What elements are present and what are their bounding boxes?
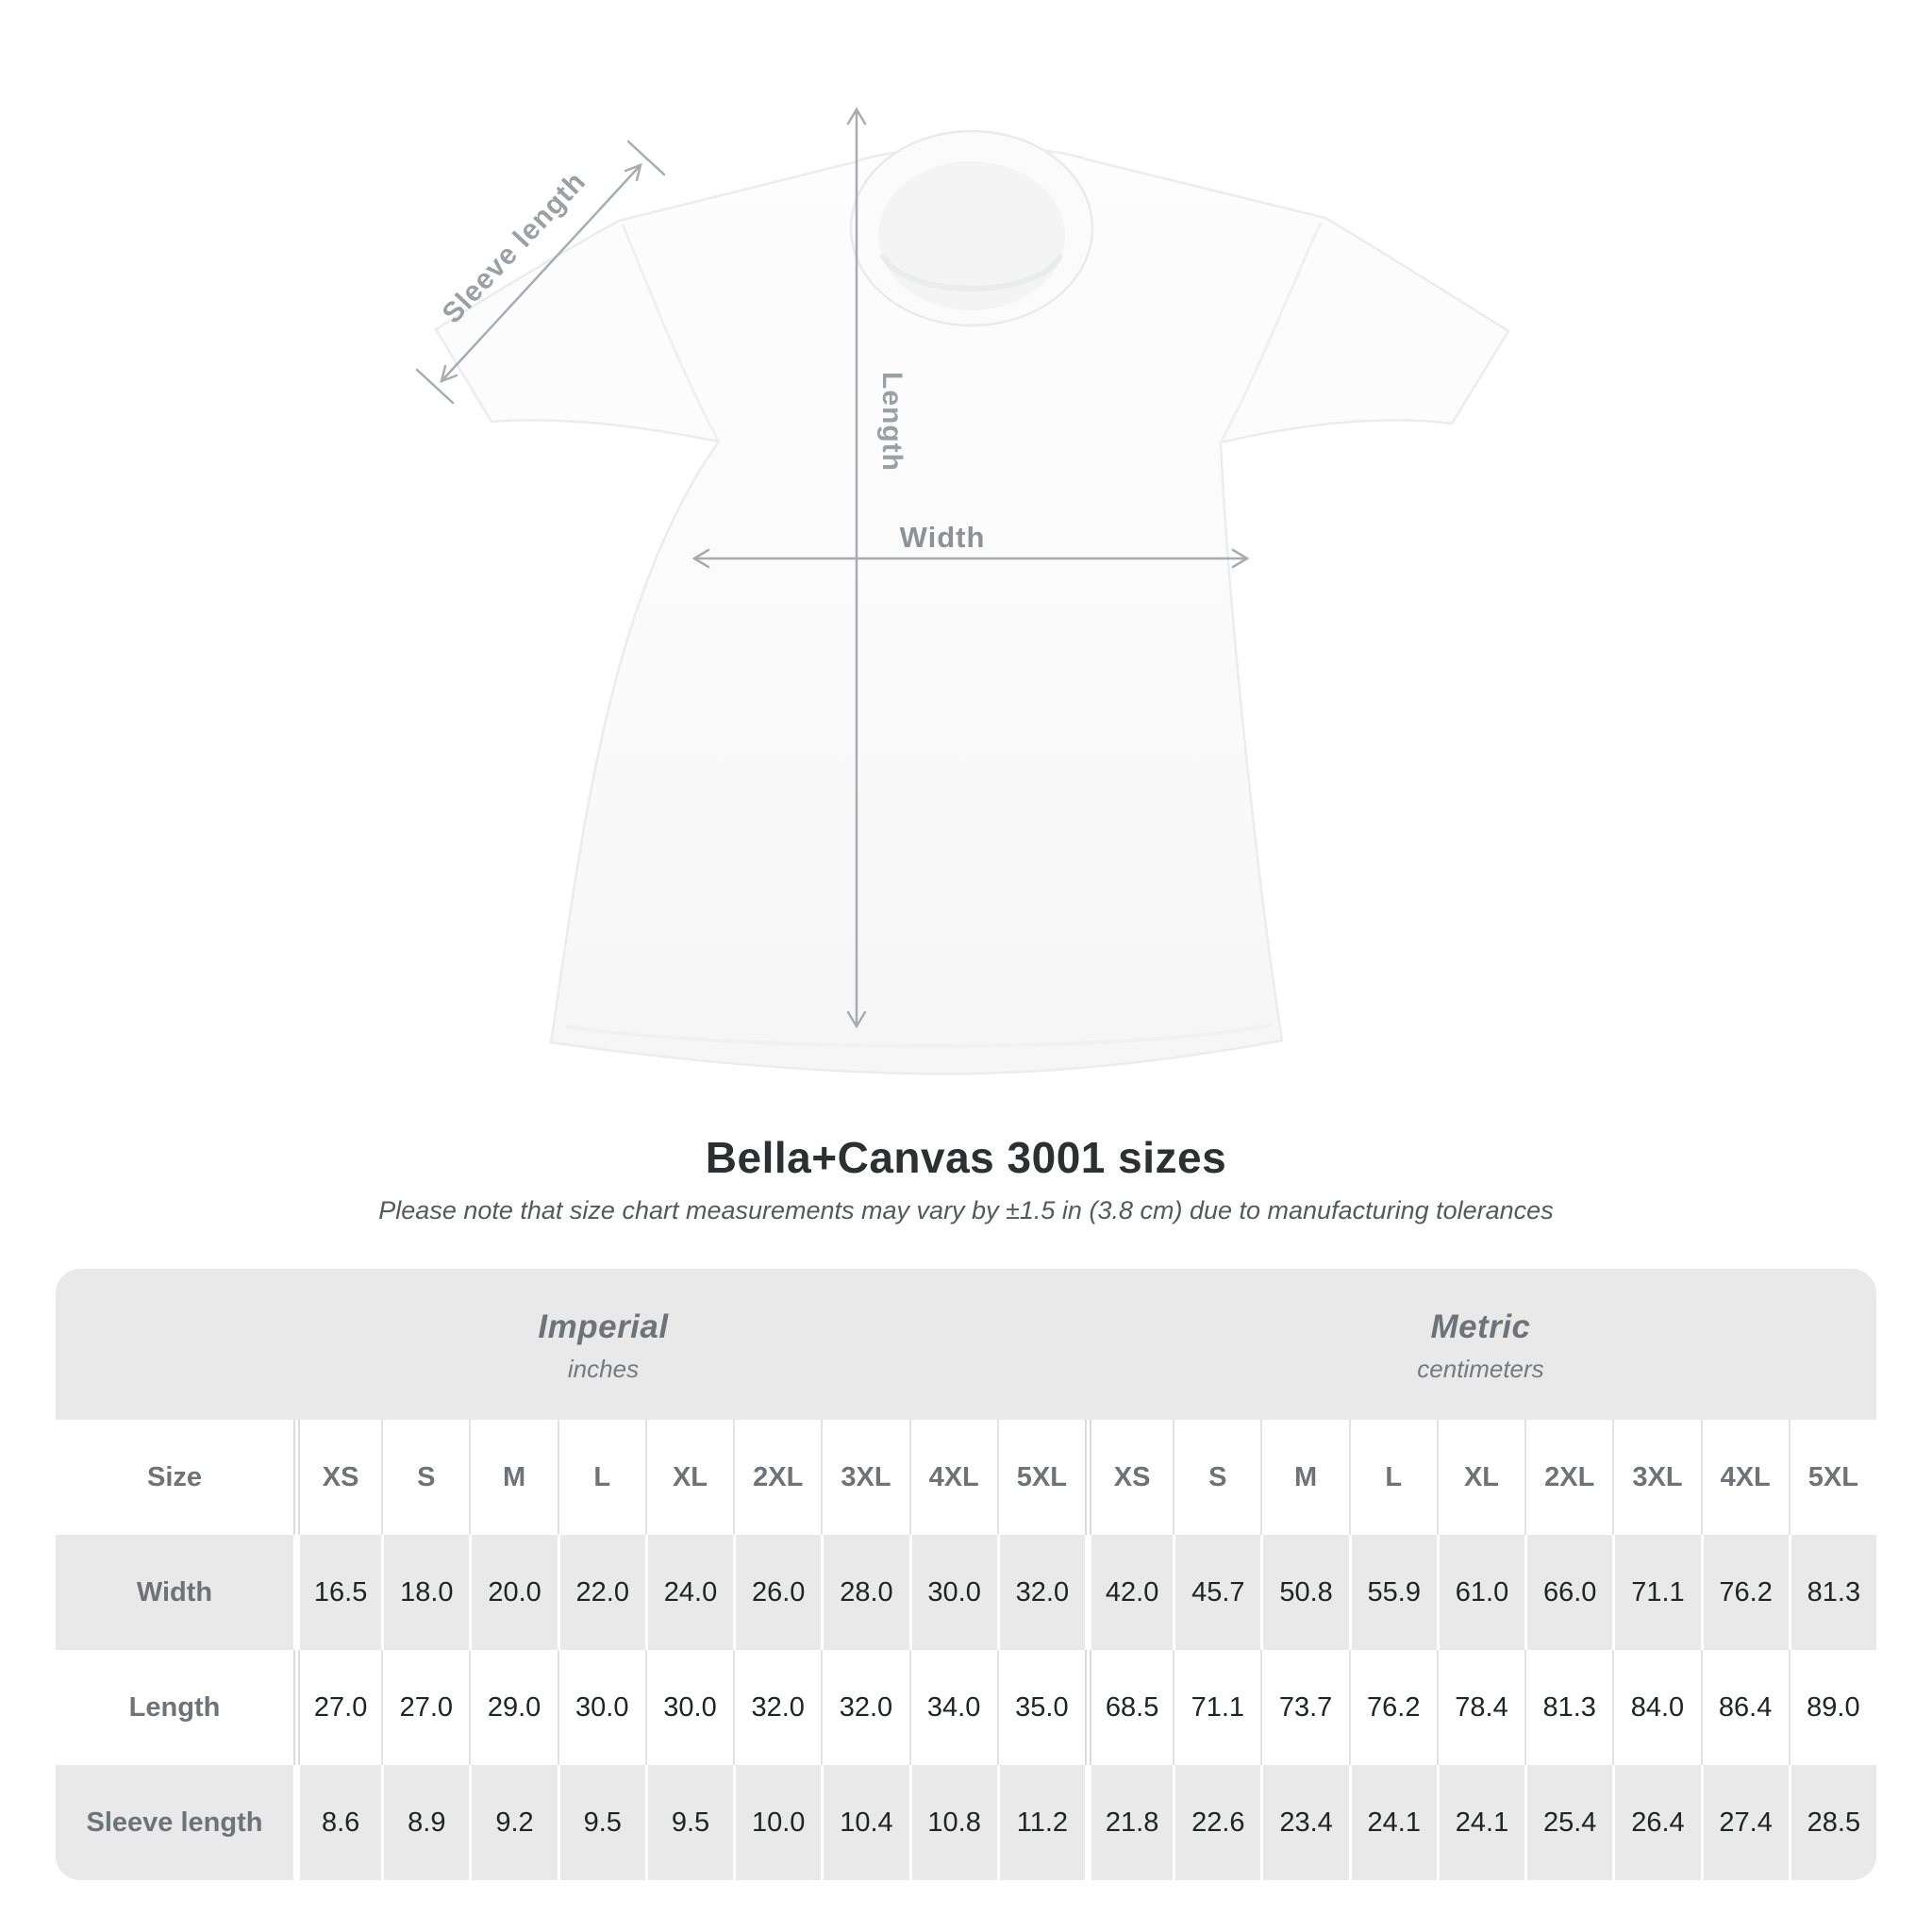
value-cell: 16.5 xyxy=(293,1535,382,1650)
value-cell: 76.2 xyxy=(1348,1650,1437,1765)
tshirt-graphic xyxy=(434,129,1510,1075)
size-col-header: M xyxy=(1260,1420,1349,1535)
size-col-header: L xyxy=(1348,1420,1437,1535)
size-col-header: 3XL xyxy=(821,1420,909,1535)
value-cell: 22.0 xyxy=(557,1535,645,1650)
value-cell: 24.0 xyxy=(644,1535,734,1650)
tshirt-diagram: Length Width Sleeve length xyxy=(415,107,1510,1075)
size-col-header: S xyxy=(381,1420,470,1535)
collar xyxy=(849,129,1094,327)
value-cell: 30.0 xyxy=(644,1650,734,1765)
value-cell: 10.8 xyxy=(908,1765,997,1880)
value-cell: 45.7 xyxy=(1173,1535,1261,1650)
row-label: Width xyxy=(56,1535,293,1650)
group-name-imperial: Imperial xyxy=(538,1308,669,1345)
value-cell: 89.0 xyxy=(1788,1650,1876,1765)
size-col-header: XL xyxy=(1436,1420,1525,1535)
row-label: Length xyxy=(56,1650,293,1765)
value-cell: 18.0 xyxy=(381,1535,470,1650)
length-arrow xyxy=(846,107,867,1029)
value-cell: 71.1 xyxy=(1612,1535,1701,1650)
value-cell: 22.6 xyxy=(1173,1765,1261,1880)
value-cell: 32.0 xyxy=(733,1650,822,1765)
size-col-header: 2XL xyxy=(1524,1420,1613,1535)
value-cell: 55.9 xyxy=(1348,1535,1437,1650)
value-cell: 86.4 xyxy=(1700,1650,1789,1765)
length-label: Length xyxy=(876,372,908,472)
value-cell: 81.3 xyxy=(1524,1650,1613,1765)
value-cell: 27.0 xyxy=(381,1650,470,1765)
group-name-metric: Metric xyxy=(1430,1308,1531,1345)
value-cell: 24.1 xyxy=(1436,1765,1525,1880)
tolerance-note: Please note that size chart measurements… xyxy=(378,1196,1554,1224)
value-cell: 35.0 xyxy=(996,1650,1085,1765)
value-cell: 26.4 xyxy=(1612,1765,1701,1880)
size-col-header: 3XL xyxy=(1612,1420,1701,1535)
width-label: Width xyxy=(900,521,986,554)
value-cell: 34.0 xyxy=(908,1650,997,1765)
value-cell: 28.5 xyxy=(1788,1765,1876,1880)
size-col-header: S xyxy=(1173,1420,1261,1535)
value-cell: 27.4 xyxy=(1700,1765,1789,1880)
value-cell: 23.4 xyxy=(1260,1765,1349,1880)
value-cell: 9.5 xyxy=(644,1765,734,1880)
value-cell: 10.4 xyxy=(821,1765,909,1880)
value-cell: 25.4 xyxy=(1524,1765,1613,1880)
group-unit-metric: centimeters xyxy=(1417,1355,1544,1383)
value-cell: 24.1 xyxy=(1348,1765,1437,1880)
size-col-header: 5XL xyxy=(1788,1420,1876,1535)
size-col-header: 2XL xyxy=(733,1420,822,1535)
size-col-header: L xyxy=(557,1420,645,1535)
value-cell: 78.4 xyxy=(1436,1650,1525,1765)
row-label: Sleeve length xyxy=(56,1765,293,1880)
value-cell: 32.0 xyxy=(996,1535,1085,1650)
size-col-header: 4XL xyxy=(908,1420,997,1535)
size-col-header: M xyxy=(469,1420,558,1535)
value-cell: 11.2 xyxy=(996,1765,1085,1880)
size-table: Imperial inches Metric centimeters Size X… xyxy=(56,1269,1876,1880)
value-cell: 81.3 xyxy=(1788,1535,1876,1650)
width-arrow xyxy=(691,548,1250,569)
value-cell: 30.0 xyxy=(908,1535,997,1650)
size-col-header: 5XL xyxy=(996,1420,1085,1535)
value-cell: 8.6 xyxy=(293,1765,382,1880)
value-cell: 10.0 xyxy=(733,1765,822,1880)
value-cell: 28.0 xyxy=(821,1535,909,1650)
size-col-header: XS xyxy=(293,1420,382,1535)
size-col-header: 4XL xyxy=(1700,1420,1789,1535)
sleeve-length-arrow xyxy=(415,140,666,405)
value-cell: 20.0 xyxy=(469,1535,558,1650)
value-cell: 29.0 xyxy=(469,1650,558,1765)
value-cell: 76.2 xyxy=(1700,1535,1789,1650)
value-cell: 21.8 xyxy=(1084,1765,1174,1880)
value-cell: 61.0 xyxy=(1436,1535,1525,1650)
value-cell: 27.0 xyxy=(293,1650,382,1765)
group-header-imperial: Imperial inches xyxy=(56,1269,1085,1420)
value-cell: 30.0 xyxy=(557,1650,645,1765)
value-cell: 71.1 xyxy=(1173,1650,1261,1765)
group-unit-imperial: inches xyxy=(567,1355,640,1383)
value-cell: 32.0 xyxy=(821,1650,909,1765)
value-cell: 50.8 xyxy=(1260,1535,1349,1650)
value-cell: 26.0 xyxy=(733,1535,822,1650)
page-title: Bella+Canvas 3001 sizes xyxy=(705,1133,1227,1182)
size-header-label: Size xyxy=(56,1420,293,1535)
size-col-header: XS xyxy=(1084,1420,1174,1535)
group-header-metric: Metric centimeters xyxy=(1085,1269,1876,1420)
value-cell: 9.2 xyxy=(469,1765,558,1880)
value-cell: 42.0 xyxy=(1084,1535,1174,1650)
size-col-header: XL xyxy=(644,1420,734,1535)
value-cell: 84.0 xyxy=(1612,1650,1701,1765)
value-cell: 8.9 xyxy=(381,1765,470,1880)
value-cell: 73.7 xyxy=(1260,1650,1349,1765)
value-cell: 68.5 xyxy=(1084,1650,1174,1765)
value-cell: 9.5 xyxy=(557,1765,645,1880)
value-cell: 66.0 xyxy=(1524,1535,1613,1650)
